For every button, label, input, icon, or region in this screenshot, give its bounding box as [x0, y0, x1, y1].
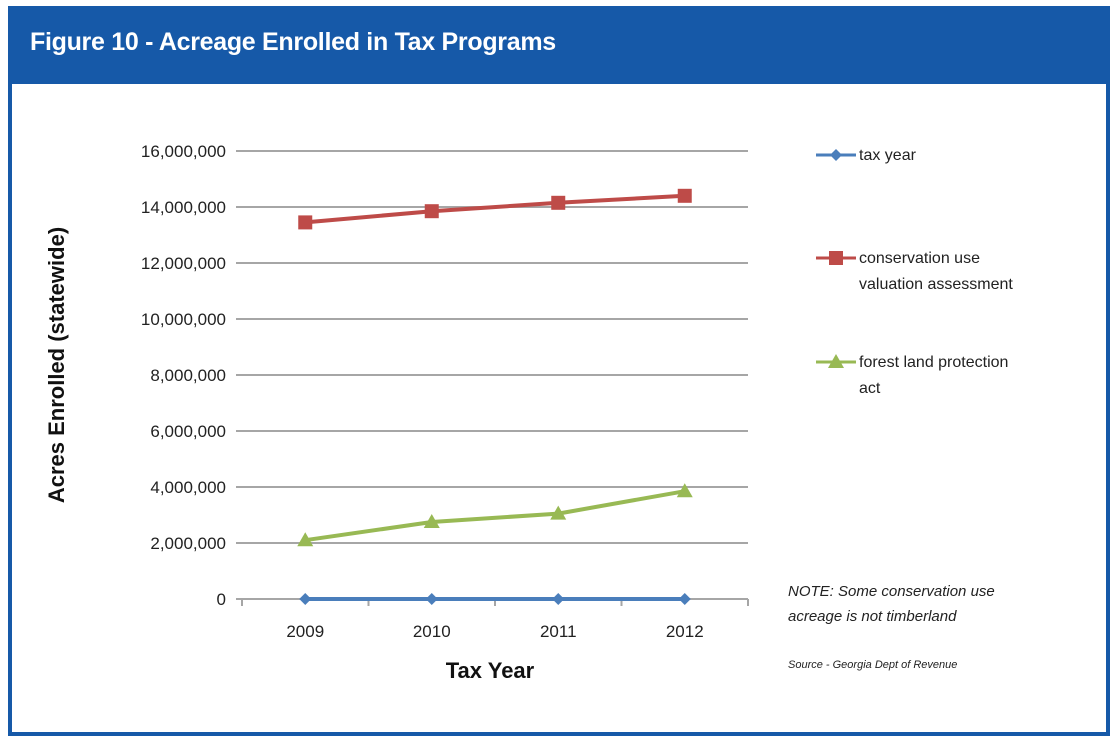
- figure-title: Figure 10 - Acreage Enrolled in Tax Prog…: [30, 28, 556, 56]
- x-tick-label: 2009: [286, 622, 324, 641]
- series-line: [305, 193, 685, 225]
- legend-label: forest land protection: [859, 354, 1008, 371]
- gridlines: [242, 150, 748, 544]
- data-point: [677, 188, 692, 203]
- x-tick-label: 2011: [540, 622, 577, 641]
- y-axis-title: Acres Enrolled (statewide): [44, 227, 69, 503]
- data-point: [424, 204, 439, 219]
- x-axis-title: Tax Year: [446, 658, 535, 683]
- series-lines: [297, 188, 693, 605]
- legend-label: tax year: [859, 147, 917, 164]
- data-point: [551, 195, 566, 210]
- legend-marker: [828, 354, 844, 368]
- y-tick-label: 6,000,000: [150, 422, 226, 441]
- x-tick-label: 2010: [413, 622, 451, 641]
- y-tick-label: 16,000,000: [141, 142, 226, 161]
- legend-label: act: [859, 380, 881, 397]
- y-tick-label: 12,000,000: [141, 254, 226, 273]
- y-tick-label: 8,000,000: [150, 366, 226, 385]
- legend: tax year conservation use valuation assess…: [816, 147, 1013, 397]
- data-point: [552, 593, 565, 605]
- legend-label: conservation use: [859, 250, 980, 267]
- y-tick-label: 4,000,000: [150, 478, 226, 497]
- data-point: [550, 505, 567, 520]
- data-point: [297, 532, 314, 547]
- data-point: [298, 215, 313, 230]
- note-line: NOTE: Some conservation use: [788, 583, 995, 600]
- data-point: [425, 593, 438, 605]
- legend-marker: [830, 149, 842, 161]
- y-tick-label: 0: [217, 590, 226, 609]
- data-point: [676, 483, 693, 498]
- y-tick-label: 2,000,000: [150, 534, 226, 553]
- y-tick-label: 14,000,000: [141, 198, 226, 217]
- data-point: [299, 593, 312, 605]
- legend-label: valuation assessment: [859, 276, 1013, 293]
- axes: 0 2,000,000 4,000,000 6,000,000 8,000,000 10,…: [141, 142, 749, 641]
- note-line: acreage is not timberland: [788, 608, 957, 625]
- data-point: [678, 593, 691, 605]
- data-point: [423, 514, 440, 528]
- y-tick-label: 10,000,000: [141, 310, 226, 329]
- x-tick-label: 2012: [666, 622, 704, 641]
- legend-marker: [829, 251, 843, 265]
- series-line: [304, 489, 686, 543]
- title-bar: Figure 10 - Acreage Enrolled in Tax Prog…: [12, 10, 1106, 84]
- note: NOTE: Some conservation use acreage is no…: [788, 583, 995, 625]
- source-note: Source - Georgia Dept of Revenue: [788, 659, 957, 671]
- figure-frame: Figure 10 - Acreage Enrolled in Tax Prog…: [8, 6, 1110, 736]
